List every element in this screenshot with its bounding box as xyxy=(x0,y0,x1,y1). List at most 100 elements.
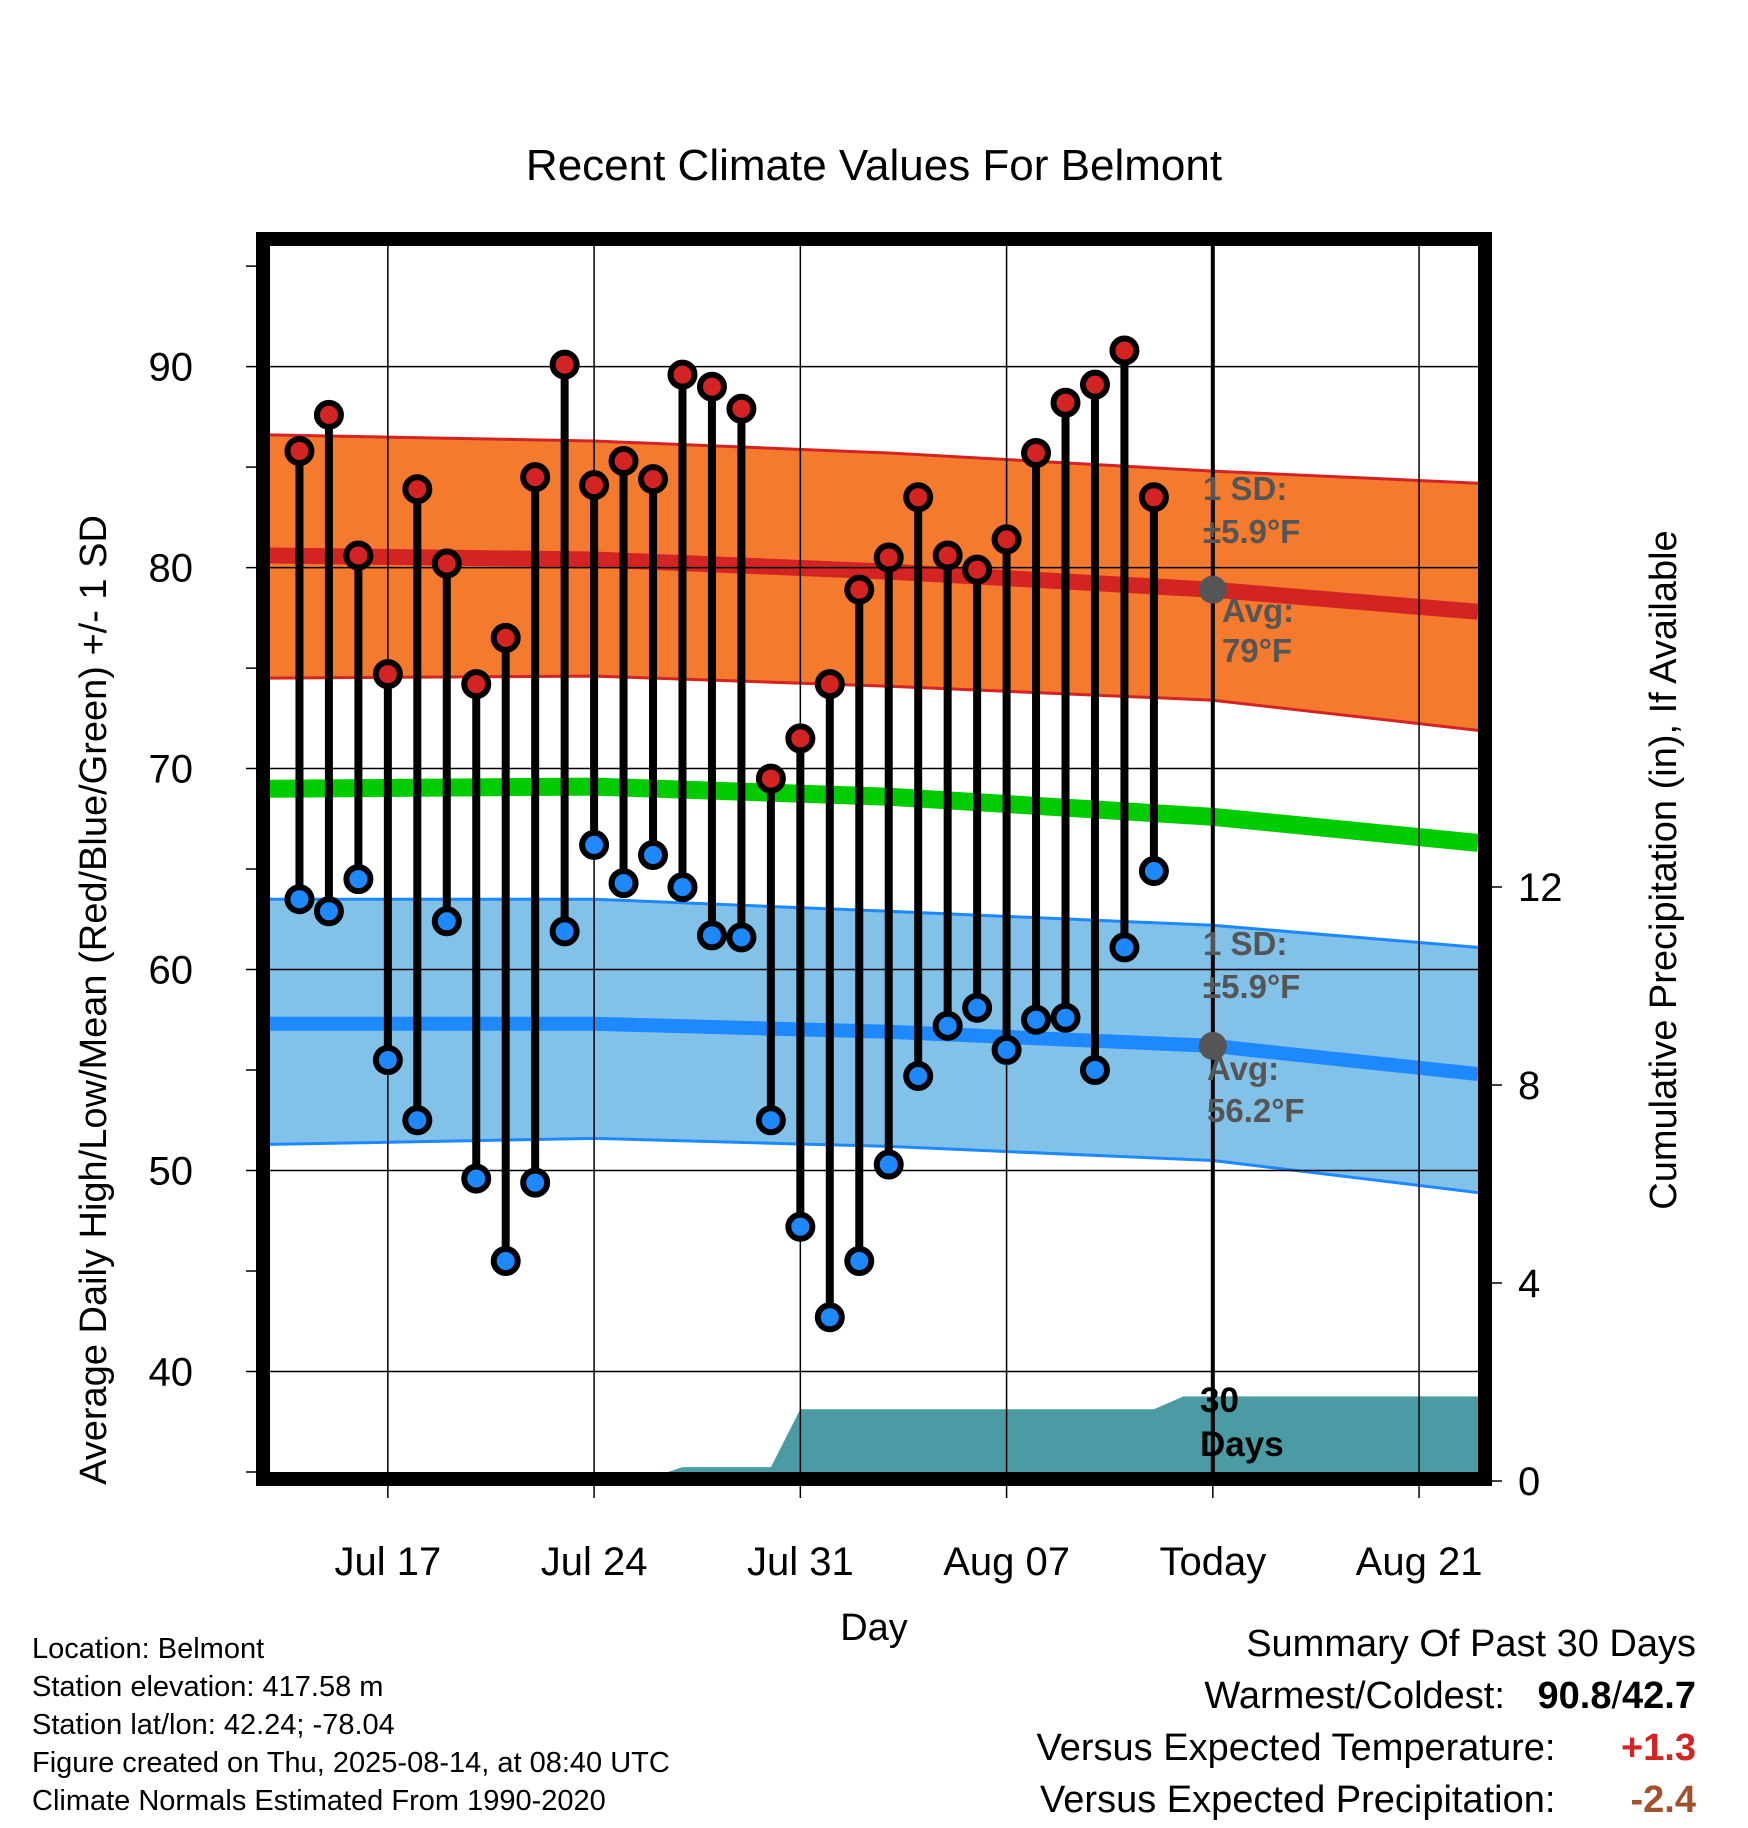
warm-cold-value: 90.8/42.7 xyxy=(1538,1670,1697,1722)
daily-low-point xyxy=(284,884,315,915)
y-tick-label: 60 xyxy=(149,949,194,993)
daily-high-point xyxy=(343,540,374,571)
summary-warm-cold-row: Warmest/Coldest: 90.8/42.7 xyxy=(1037,1670,1696,1722)
period-unit: Days xyxy=(1200,1425,1284,1464)
daily-low-point xyxy=(402,1105,433,1136)
daily-low-point xyxy=(903,1061,934,1092)
day-observation xyxy=(785,723,816,1242)
warm-cold-separator: / xyxy=(1611,1675,1623,1717)
warm-cold-label: Warmest/Coldest: xyxy=(1204,1675,1505,1717)
footer-latlon: Station lat/lon: 42.24; -78.04 xyxy=(32,1709,395,1741)
daily-low-point xyxy=(1079,1055,1110,1086)
daily-low-point xyxy=(313,896,344,927)
day-observation xyxy=(638,464,669,870)
day-observation xyxy=(696,371,727,951)
day-observation xyxy=(932,540,963,1041)
daily-high-point xyxy=(608,446,639,477)
x-tick-label: Today xyxy=(1159,1540,1266,1584)
daily-low-point xyxy=(991,1034,1022,1065)
daily-high-point xyxy=(903,482,934,513)
daily-low-point xyxy=(520,1167,551,1198)
y-tick-label: 50 xyxy=(149,1150,194,1194)
x-tick-label: Jul 31 xyxy=(747,1540,854,1584)
period-number: 30 xyxy=(1200,1381,1239,1420)
day-observation xyxy=(579,470,610,860)
day-observation xyxy=(1050,387,1081,1033)
daily-high-point xyxy=(1138,482,1169,513)
daily-high-point xyxy=(1109,335,1140,366)
footer-created: Figure created on Thu, 2025-08-14, at 08… xyxy=(32,1747,670,1779)
y-tick-label: 70 xyxy=(149,748,194,792)
y-tick-label: 40 xyxy=(149,1351,194,1395)
x-tick-label: Jul 24 xyxy=(541,1540,648,1584)
day-observation xyxy=(991,524,1022,1065)
daily-low-point xyxy=(814,1302,845,1333)
daily-high-point xyxy=(1079,369,1110,400)
daily-high-point xyxy=(785,723,816,754)
daily-high-point xyxy=(667,359,698,390)
warmest-value: 90.8 xyxy=(1537,1675,1612,1717)
daily-high-point xyxy=(402,474,433,505)
day-observation xyxy=(962,554,993,1023)
day-observation xyxy=(372,659,403,1075)
daily-high-point xyxy=(1050,387,1081,418)
daily-high-point xyxy=(962,554,993,585)
precip-value: -2.4 xyxy=(1630,1779,1696,1821)
day-observation xyxy=(726,393,757,953)
cumulative-precip-area xyxy=(270,1396,1478,1472)
footer-normals: Climate Normals Estimated From 1990-2020 xyxy=(32,1785,606,1817)
x-tick-label: Aug 21 xyxy=(1356,1540,1483,1584)
y2-tick-label: 4 xyxy=(1518,1262,1540,1306)
daily-low-point xyxy=(1109,932,1140,963)
low-avg-label: Avg: xyxy=(1207,1050,1279,1087)
footer-location: Location: Belmont xyxy=(32,1633,265,1665)
daily-low-point xyxy=(1021,1004,1052,1035)
normal-high-band xyxy=(270,434,1478,731)
chart-title: Recent Climate Values For Belmont xyxy=(526,141,1222,190)
day-observation xyxy=(313,399,344,927)
daily-low-point xyxy=(490,1245,521,1276)
day-observation xyxy=(903,482,934,1092)
temp-label: Versus Expected Temperature: xyxy=(1036,1727,1556,1769)
low-sd-value: ±5.9°F xyxy=(1203,968,1300,1005)
day-observation xyxy=(1138,482,1169,887)
grid-lines xyxy=(270,246,1478,1472)
daily-observations xyxy=(284,335,1227,1333)
daily-high-point xyxy=(814,669,845,700)
y-tick-label: 80 xyxy=(149,547,194,591)
daily-high-point xyxy=(520,462,551,493)
summary-temp-row: Versus Expected Temperature: +1.3 xyxy=(1037,1722,1696,1774)
daily-low-point xyxy=(343,864,374,895)
daily-high-point xyxy=(1021,438,1052,469)
y-axis-label: Average Daily High/Low/Mean (Red/Blue/Gr… xyxy=(73,515,115,1485)
normal-high-band-upper-edge xyxy=(270,433,1478,485)
day-observation xyxy=(1079,369,1110,1086)
daily-high-point xyxy=(431,548,462,579)
coldest-value: 42.7 xyxy=(1622,1675,1696,1717)
day-observation xyxy=(873,542,904,1180)
day-observation xyxy=(431,548,462,937)
annotations: 1 SD: ±5.9°F Avg: 79°F 1 SD: ±5.9°F Avg:… xyxy=(1200,470,1305,1464)
x-tick-label: Aug 07 xyxy=(943,1540,1070,1584)
daily-high-point xyxy=(873,542,904,573)
daily-high-point xyxy=(372,659,403,690)
day-observation xyxy=(1021,438,1052,1035)
daily-low-point xyxy=(1138,856,1169,887)
daily-low-point xyxy=(667,872,698,903)
daily-low-point xyxy=(372,1044,403,1075)
high-sd-label: 1 SD: xyxy=(1203,470,1287,507)
day-observation xyxy=(520,462,551,1198)
x-tick-label: Jul 17 xyxy=(334,1540,441,1584)
daily-high-point xyxy=(490,622,521,653)
x-axis-label: Day xyxy=(840,1607,908,1649)
daily-high-point xyxy=(726,393,757,424)
daily-high-point xyxy=(549,349,580,380)
day-observation xyxy=(814,669,845,1333)
footer-elevation: Station elevation: 417.58 m xyxy=(32,1671,384,1703)
low-sd-label: 1 SD: xyxy=(1203,925,1287,962)
today-low-avg-marker xyxy=(1198,1031,1227,1060)
y2-tick-label: 8 xyxy=(1518,1064,1540,1108)
day-observation xyxy=(490,622,521,1276)
daily-high-point xyxy=(461,669,492,700)
day-observation xyxy=(608,446,639,899)
